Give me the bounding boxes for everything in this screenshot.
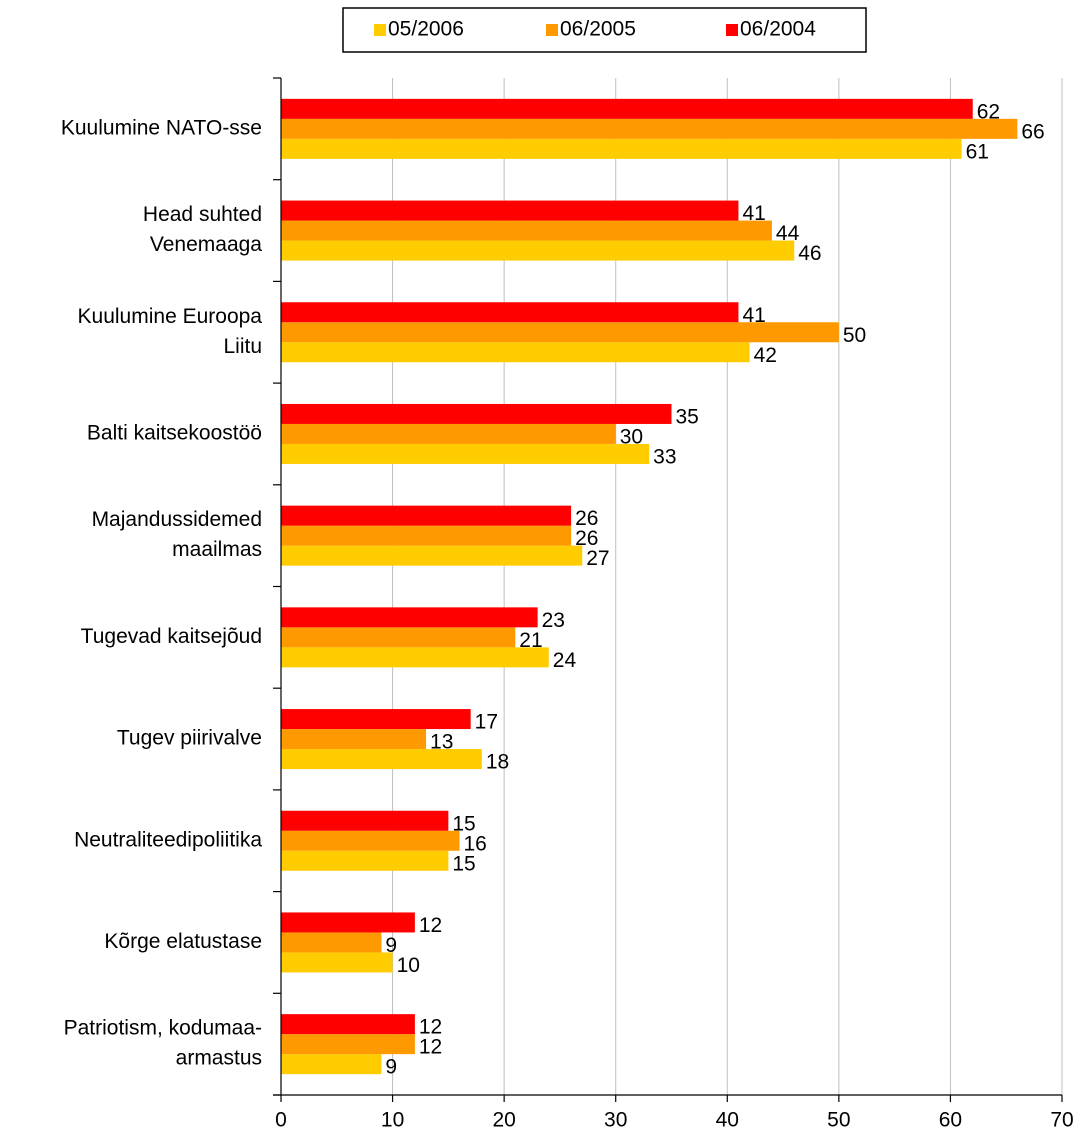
- bar: [281, 342, 750, 363]
- bar: [281, 830, 460, 851]
- bar: [281, 98, 973, 119]
- bar: [281, 932, 382, 953]
- data-label: 12: [419, 1016, 442, 1039]
- bar: [281, 138, 962, 159]
- bar: [281, 709, 471, 730]
- legend-swatch: [726, 24, 738, 36]
- data-label: 16: [464, 832, 487, 855]
- legend-label: 06/2004: [740, 18, 816, 41]
- bar: [281, 220, 772, 241]
- data-label: 9: [385, 934, 397, 957]
- bar: [281, 403, 672, 424]
- x-tick-label: 60: [939, 1109, 962, 1132]
- y-tick-label: Kuulumine NATO-sse: [61, 116, 262, 139]
- y-tick-label: maailmas: [172, 538, 262, 561]
- x-tick-label: 0: [275, 1109, 287, 1132]
- data-label: 13: [430, 731, 453, 754]
- data-label: 62: [977, 100, 1000, 123]
- bar: [281, 1014, 415, 1035]
- bar: [281, 1034, 415, 1055]
- legend-label: 05/2006: [388, 18, 464, 41]
- bar: [281, 850, 449, 871]
- bar: [281, 627, 516, 648]
- data-label: 30: [620, 425, 643, 448]
- bar: [281, 810, 449, 831]
- data-label: 9: [385, 1056, 397, 1079]
- data-label: 15: [452, 852, 475, 875]
- y-tick-label: Tugev piirivalve: [117, 727, 262, 750]
- data-label: 10: [397, 954, 420, 977]
- bar: [281, 118, 1018, 139]
- data-label: 46: [798, 242, 821, 265]
- legend-swatch: [546, 24, 558, 36]
- data-label: 12: [419, 1036, 442, 1059]
- data-label: 41: [742, 202, 765, 225]
- data-label: 12: [419, 914, 442, 937]
- data-label: 23: [542, 609, 565, 632]
- y-tick-label: Kõrge elatustase: [104, 930, 262, 953]
- y-tick-label: Head suhted: [143, 203, 262, 226]
- bar: [281, 423, 616, 444]
- data-label: 15: [452, 812, 475, 835]
- bar: [281, 200, 739, 221]
- bar: [281, 240, 795, 261]
- data-label: 26: [575, 527, 598, 550]
- y-tick-label: Liitu: [223, 335, 262, 358]
- data-label: 50: [843, 324, 866, 347]
- y-tick-label: Majandussidemed: [92, 508, 262, 531]
- y-tick-label: Patriotism, kodumaa-: [64, 1017, 262, 1040]
- y-tick-label: Neutraliteedipoliitika: [74, 828, 262, 851]
- y-tick-label: Kuulumine Euroopa: [78, 305, 263, 328]
- legend-box: [342, 7, 867, 53]
- data-label: 42: [754, 344, 777, 367]
- data-label: 26: [575, 507, 598, 530]
- legend-label: 06/2005: [560, 18, 636, 41]
- bar: [281, 912, 415, 933]
- y-tick-label: Balti kaitsekoostöö: [87, 421, 262, 444]
- x-tick-label: 30: [604, 1109, 627, 1132]
- y-tick-label: armastus: [176, 1047, 262, 1070]
- data-label: 27: [586, 547, 609, 570]
- data-label: 24: [553, 649, 577, 672]
- x-tick-label: 40: [716, 1109, 739, 1132]
- x-tick-label: 50: [827, 1109, 850, 1132]
- data-label: 41: [742, 304, 765, 327]
- data-label: 66: [1021, 120, 1044, 143]
- bars: [281, 98, 1018, 1075]
- data-label: 44: [776, 222, 800, 245]
- bar: [281, 545, 583, 566]
- bar: [281, 505, 572, 526]
- data-label: 35: [676, 405, 699, 428]
- x-tick-label: 10: [381, 1109, 404, 1132]
- bar: [281, 647, 549, 668]
- data-label: 18: [486, 751, 509, 774]
- bar: [281, 525, 572, 546]
- y-tick-label: Venemaaga: [150, 233, 262, 256]
- data-label: 17: [475, 711, 498, 734]
- x-tick-label: 70: [1050, 1109, 1073, 1132]
- data-label: 33: [653, 445, 676, 468]
- y-tick-label: Tugevad kaitsejõud: [81, 625, 262, 648]
- data-label: 61: [966, 140, 989, 163]
- x-tick-label: 20: [492, 1109, 515, 1132]
- bar: [281, 952, 393, 973]
- bar: [281, 443, 650, 464]
- data-label: 21: [519, 629, 542, 652]
- bar: [281, 729, 427, 750]
- bar: [281, 749, 482, 770]
- bar: [281, 1054, 382, 1075]
- legend-swatch: [374, 24, 386, 36]
- bar: [281, 322, 839, 343]
- bar: [281, 302, 739, 323]
- bar: [281, 607, 538, 628]
